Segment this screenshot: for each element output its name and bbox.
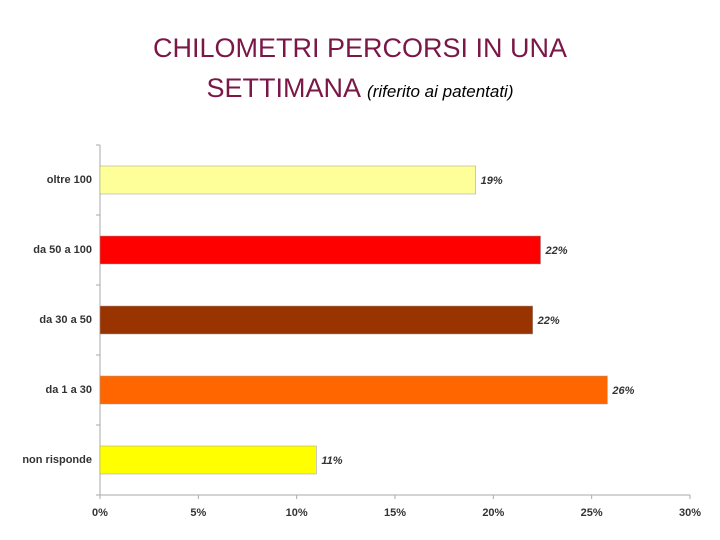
y-tick-label: non risponde [22, 454, 92, 466]
chart-title-block: CHILOMETRI PERCORSI IN UNA SETTIMANA (ri… [110, 28, 610, 112]
bar [99, 375, 608, 405]
value-label: 19% [481, 175, 503, 187]
y-tick-label: da 50 a 100 [33, 244, 92, 256]
bar [99, 305, 533, 335]
y-tick-label: da 1 a 30 [46, 384, 92, 396]
x-tick-label: 10% [286, 507, 308, 519]
x-tick-label: 15% [384, 507, 406, 519]
value-label: 22% [545, 245, 568, 257]
chart-subtitle: (riferito ai patentati) [367, 82, 514, 101]
x-tick-label: 5% [190, 507, 206, 519]
x-tick-label: 30% [679, 507, 701, 519]
x-tick-label: 20% [482, 507, 504, 519]
y-tick-label: da 30 a 50 [39, 314, 92, 326]
bar [99, 165, 476, 195]
bar [99, 445, 317, 475]
y-tick-label: oltre 100 [47, 174, 92, 186]
x-tick-label: 0% [92, 507, 108, 519]
chart-title: CHILOMETRI PERCORSI IN UNA SETTIMANA [152, 33, 568, 103]
x-tick-label: 25% [581, 507, 603, 519]
value-label: 22% [537, 315, 560, 327]
bar [99, 235, 541, 265]
value-label: 11% [321, 455, 342, 467]
value-label: 26% [611, 385, 634, 397]
